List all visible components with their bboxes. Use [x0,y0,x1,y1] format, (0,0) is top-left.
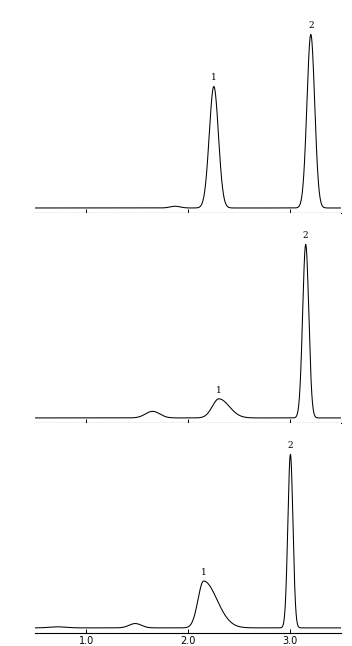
Text: (a): (a) [181,276,196,286]
Text: 1: 1 [211,73,217,82]
Text: 2: 2 [308,21,314,30]
X-axis label: Time (min): Time (min) [161,227,215,236]
X-axis label: Time (min): Time (min) [161,437,215,446]
Text: 2: 2 [288,441,293,450]
Text: 2: 2 [303,231,308,240]
Text: 1: 1 [216,386,222,395]
Text: 1: 1 [201,568,207,577]
Text: (b): (b) [180,486,196,496]
